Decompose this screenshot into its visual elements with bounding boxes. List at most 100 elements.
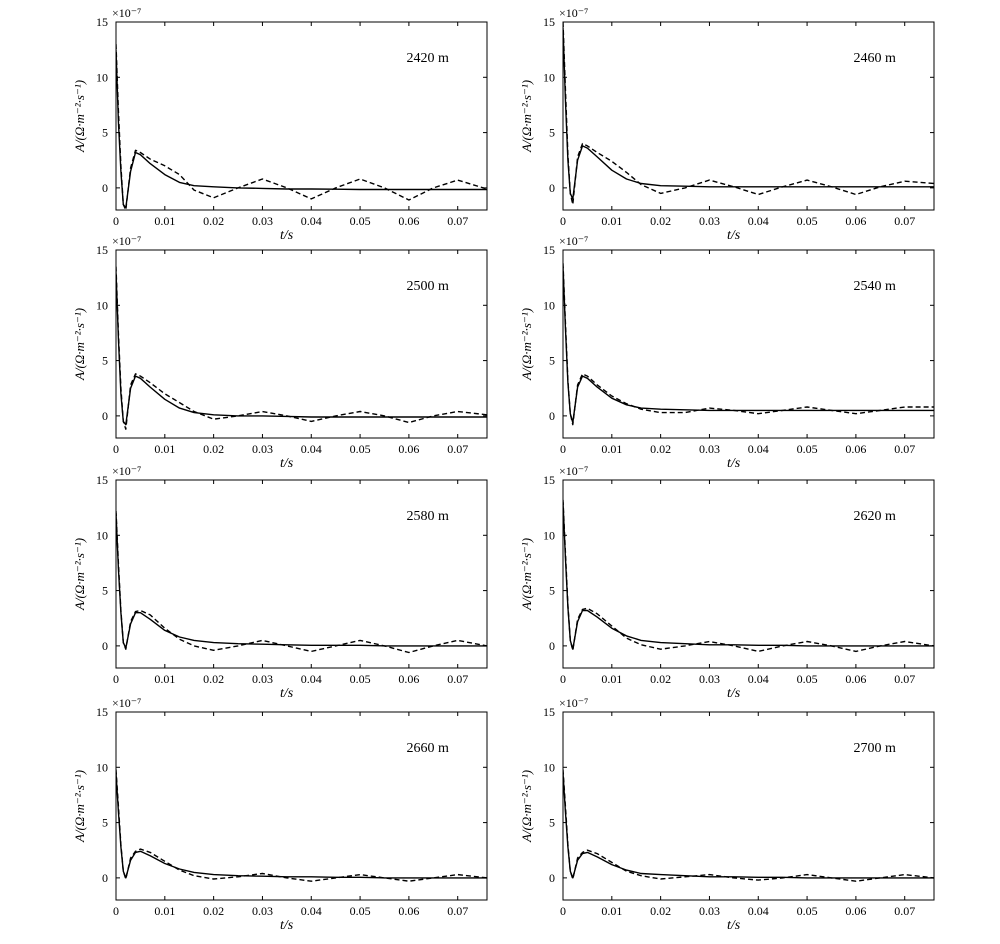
y-tick-label: 15 bbox=[96, 15, 108, 29]
depth-annotation: 2620 m bbox=[853, 509, 896, 524]
plot-frame bbox=[115, 21, 488, 211]
y-tick-label: 10 bbox=[543, 298, 555, 312]
x-tick-label: 0.05 bbox=[350, 904, 371, 918]
y-tick-label: 0 bbox=[102, 181, 108, 195]
y-tick-label: 0 bbox=[102, 409, 108, 423]
y-tick-label: 10 bbox=[543, 760, 555, 774]
y-exponent-label: ×10⁻⁷ bbox=[112, 6, 141, 20]
x-tick-label: 0.03 bbox=[252, 904, 273, 918]
x-tick-label: 0.07 bbox=[894, 904, 915, 918]
y-tick-label: 5 bbox=[102, 816, 108, 830]
y-tick-label: 10 bbox=[543, 70, 555, 84]
depth-annotation: 2540 m bbox=[853, 279, 896, 294]
dashed-series-line bbox=[563, 769, 934, 882]
chart-panel-7: 0 0.01 0.02 0.03 0.04 0.05 0.06 0.07 0 5 10 15 ×10⁻⁷… bbox=[72, 696, 488, 933]
dashed-series-line bbox=[116, 266, 487, 430]
x-tick-label: 0.02 bbox=[203, 904, 224, 918]
x-tick-label: 0.02 bbox=[650, 214, 671, 228]
x-tick-label: 0.03 bbox=[699, 442, 720, 456]
y-exponent-label: ×10⁻⁷ bbox=[559, 234, 588, 248]
chart-panel-2: 0 0.01 0.02 0.03 0.04 0.05 0.06 0.07 0 5 10 15 ×10⁻⁷… bbox=[519, 6, 935, 243]
plot-frame bbox=[562, 479, 935, 669]
x-tick-label: 0.03 bbox=[252, 214, 273, 228]
depth-annotation: 2700 m bbox=[853, 741, 896, 756]
y-tick-label: 15 bbox=[96, 243, 108, 257]
y-axis-label: A/(Ω·m⁻²·s⁻¹) bbox=[72, 538, 87, 611]
x-tick-label: 0.01 bbox=[154, 214, 175, 228]
x-tick-label: 0.05 bbox=[350, 442, 371, 456]
y-tick-label: 0 bbox=[549, 409, 555, 423]
x-tick-label: 0.06 bbox=[845, 214, 866, 228]
x-tick-label: 0.05 bbox=[797, 904, 818, 918]
x-tick-label: 0.06 bbox=[398, 214, 419, 228]
x-tick-label: 0.06 bbox=[398, 904, 419, 918]
x-axis-label: t/s bbox=[280, 918, 294, 933]
depth-annotation: 2460 m bbox=[853, 51, 896, 66]
x-axis-label: t/s bbox=[727, 228, 741, 243]
y-tick-label: 10 bbox=[96, 298, 108, 312]
x-tick-label: 0 bbox=[113, 214, 119, 228]
x-tick-label: 0.04 bbox=[748, 904, 769, 918]
x-tick-label: 0.03 bbox=[252, 442, 273, 456]
solid-series-line bbox=[116, 272, 487, 426]
chart-panel-1: 0 0.01 0.02 0.03 0.04 0.05 0.06 0.07 0 5 10 15 ×10⁻⁷… bbox=[72, 6, 488, 243]
y-tick-label: 5 bbox=[102, 354, 108, 368]
x-tick-label: 0.01 bbox=[154, 442, 175, 456]
x-tick-label: 0.01 bbox=[601, 904, 622, 918]
x-tick-label: 0.01 bbox=[601, 672, 622, 686]
x-tick-label: 0 bbox=[560, 442, 566, 456]
dashed-series-line bbox=[116, 510, 487, 654]
solid-series-line bbox=[563, 502, 934, 650]
x-tick-label: 0 bbox=[113, 672, 119, 686]
x-tick-label: 0.04 bbox=[748, 672, 769, 686]
plot-frame bbox=[115, 479, 488, 669]
x-tick-label: 0.04 bbox=[748, 442, 769, 456]
y-exponent-label: ×10⁻⁷ bbox=[559, 464, 588, 478]
y-axis-label: A/(Ω·m⁻²·s⁻¹) bbox=[519, 80, 534, 153]
y-tick-label: 0 bbox=[102, 871, 108, 885]
chart-panel-6: 0 0.01 0.02 0.03 0.04 0.05 0.06 0.07 0 5 10 15 ×10⁻⁷… bbox=[519, 464, 935, 701]
x-tick-label: 0 bbox=[113, 442, 119, 456]
y-tick-label: 5 bbox=[549, 126, 555, 140]
x-tick-label: 0.04 bbox=[301, 214, 322, 228]
x-tick-label: 0 bbox=[560, 214, 566, 228]
plot-frame bbox=[115, 711, 488, 901]
x-tick-label: 0.01 bbox=[601, 442, 622, 456]
x-tick-label: 0.02 bbox=[650, 442, 671, 456]
x-axis-label: t/s bbox=[280, 456, 294, 471]
depth-annotation: 2660 m bbox=[406, 741, 449, 756]
x-tick-label: 0.06 bbox=[398, 442, 419, 456]
y-tick-label: 5 bbox=[102, 584, 108, 598]
y-tick-label: 15 bbox=[96, 473, 108, 487]
y-tick-label: 15 bbox=[543, 705, 555, 719]
y-axis-label: A/(Ω·m⁻²·s⁻¹) bbox=[519, 538, 534, 611]
x-tick-label: 0 bbox=[560, 672, 566, 686]
x-tick-label: 0.06 bbox=[845, 672, 866, 686]
dashed-series-line bbox=[563, 499, 934, 653]
depth-annotation: 2420 m bbox=[406, 51, 449, 66]
solid-series-line bbox=[116, 513, 487, 649]
x-tick-label: 0.07 bbox=[447, 214, 468, 228]
x-axis-label: t/s bbox=[727, 918, 741, 933]
x-tick-label: 0.02 bbox=[650, 672, 671, 686]
y-tick-label: 10 bbox=[96, 528, 108, 542]
chart-panel-5: 0 0.01 0.02 0.03 0.04 0.05 0.06 0.07 0 5 10 15 ×10⁻⁷… bbox=[72, 464, 488, 701]
x-tick-label: 0.07 bbox=[447, 904, 468, 918]
y-tick-label: 0 bbox=[549, 871, 555, 885]
dashed-series-line bbox=[563, 263, 934, 426]
x-tick-label: 0.07 bbox=[894, 672, 915, 686]
x-tick-label: 0.07 bbox=[894, 442, 915, 456]
x-tick-label: 0.07 bbox=[447, 672, 468, 686]
x-tick-label: 0.04 bbox=[301, 904, 322, 918]
plot-frame bbox=[562, 249, 935, 439]
y-exponent-label: ×10⁻⁷ bbox=[559, 6, 588, 20]
x-tick-label: 0.03 bbox=[699, 672, 720, 686]
solid-series-line bbox=[116, 49, 487, 209]
y-tick-label: 5 bbox=[549, 584, 555, 598]
y-exponent-label: ×10⁻⁷ bbox=[559, 696, 588, 710]
x-tick-label: 0.07 bbox=[894, 214, 915, 228]
y-tick-label: 0 bbox=[549, 181, 555, 195]
x-tick-label: 0.05 bbox=[350, 214, 371, 228]
x-tick-label: 0.06 bbox=[845, 904, 866, 918]
x-tick-label: 0 bbox=[560, 904, 566, 918]
